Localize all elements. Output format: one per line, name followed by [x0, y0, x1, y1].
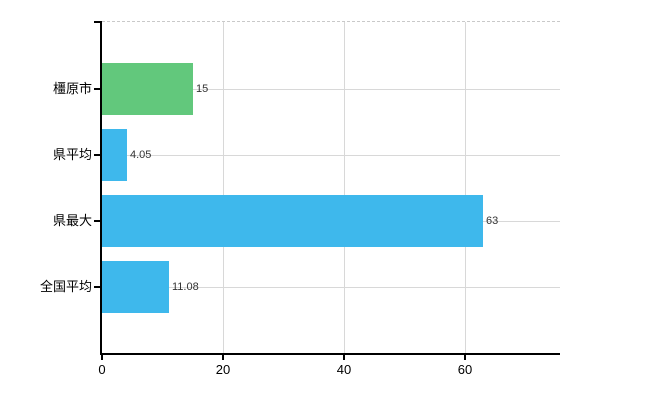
y-axis-line [100, 21, 102, 355]
x-axis-tick [464, 355, 466, 360]
horizontal-gridline [102, 155, 560, 156]
bar [102, 129, 127, 181]
vertical-gridline [223, 22, 224, 353]
bar [102, 63, 193, 115]
y-axis-tick [94, 286, 100, 288]
horizontal-gridline [102, 89, 560, 90]
category-label: 全国平均 [39, 279, 92, 294]
plot-top-border [102, 21, 560, 22]
y-axis-tick [94, 154, 100, 156]
x-axis-tick [222, 355, 224, 360]
bar-value-label: 63 [486, 215, 499, 227]
x-axis-tick-label: 40 [336, 362, 352, 377]
bar-value-label: 15 [196, 83, 209, 95]
bar [102, 195, 483, 247]
category-label: 県平均 [52, 147, 92, 162]
vertical-gridline [344, 22, 345, 353]
y-axis-tick [94, 220, 100, 222]
bar [102, 261, 169, 313]
x-axis-tick [101, 355, 103, 360]
category-label: 県最大 [52, 213, 92, 228]
x-axis-tick-label: 0 [98, 362, 106, 377]
bar-value-label: 11.08 [172, 281, 199, 293]
x-axis-line [100, 353, 560, 355]
category-label: 橿原市 [52, 81, 92, 96]
y-axis-top-tick [94, 21, 100, 23]
x-axis-tick-label: 20 [215, 362, 231, 377]
bar-value-label: 4.05 [130, 149, 152, 161]
x-axis-tick [343, 355, 345, 360]
horizontal-gridline [102, 287, 560, 288]
vertical-gridline [465, 22, 466, 353]
y-axis-tick [94, 88, 100, 90]
x-axis-tick-label: 60 [457, 362, 473, 377]
